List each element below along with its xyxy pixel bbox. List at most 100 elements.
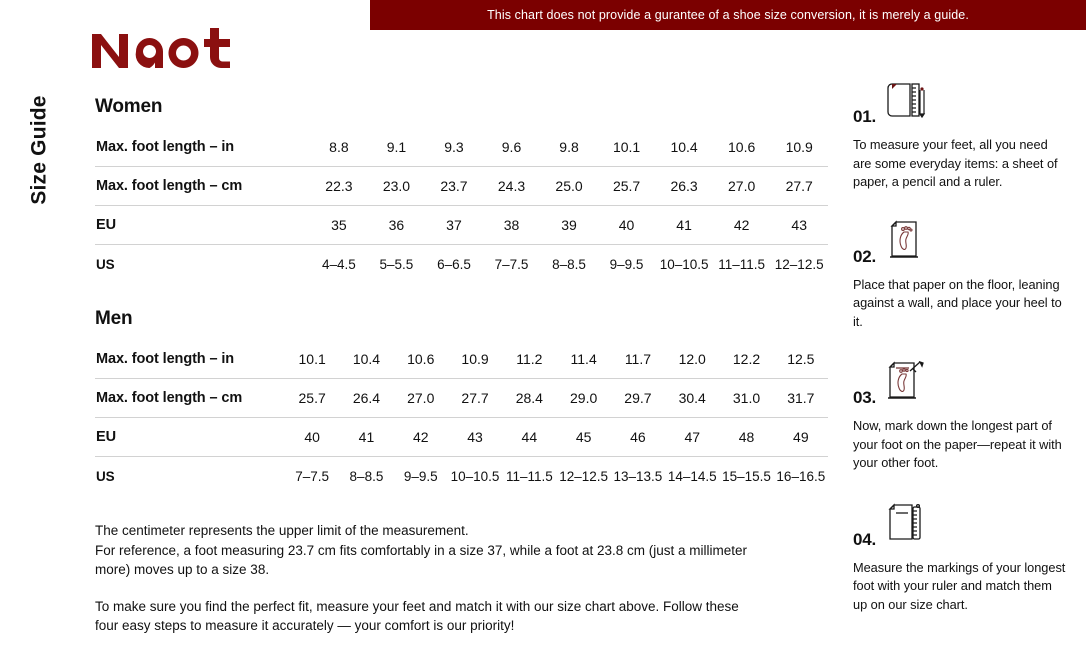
table-cell: 10.9 bbox=[461, 351, 489, 367]
table-row: Max. foot length – in 8.8 9.1 9.3 9.6 9.… bbox=[95, 128, 828, 167]
foot-marking-pencil-icon bbox=[880, 357, 932, 409]
step-1-number: 01. bbox=[853, 107, 877, 126]
table-cell: 49 bbox=[773, 417, 828, 457]
table-cell: 8–8.5 bbox=[540, 244, 598, 283]
step-4-text: Measure the markings of your longest foo… bbox=[853, 559, 1066, 613]
table-cell: 12.5 bbox=[787, 351, 815, 367]
table-cell: 10.4 bbox=[352, 351, 381, 367]
table-cell: 27.0 bbox=[393, 378, 448, 418]
table-cell: 36 bbox=[367, 205, 426, 245]
men-size-section: Men Max. foot length – in 10.1 10.4 10.6… bbox=[95, 308, 835, 495]
step-1-header: 01. bbox=[853, 76, 1068, 128]
step-3-text: Now, mark down the longest part of your … bbox=[853, 418, 1062, 471]
table-cell: 10.4 bbox=[670, 139, 698, 155]
table-cell: 9.6 bbox=[501, 139, 522, 155]
table-cell: 41 bbox=[339, 417, 394, 457]
table-cell: 15–15.5 bbox=[719, 456, 774, 495]
table-cell: 42 bbox=[712, 205, 771, 245]
table-cell: 43 bbox=[770, 205, 828, 245]
women-size-table: Max. foot length – in 8.8 9.1 9.3 9.6 9.… bbox=[95, 128, 828, 283]
table-cell: 29.0 bbox=[556, 378, 611, 418]
table-cell: 9–9.5 bbox=[597, 244, 656, 283]
disclaimer-banner: This chart does not provide a gurantee o… bbox=[370, 0, 1086, 30]
table-cell: 4–4.5 bbox=[310, 244, 368, 283]
size-chart-content: Women Max. foot length – in 8.8 9.1 9.3 … bbox=[95, 96, 835, 636]
women-size-section: Women Max. foot length – in 8.8 9.1 9.3 … bbox=[95, 96, 835, 283]
table-cell: 11–11.5 bbox=[712, 244, 771, 283]
table-cell: 44 bbox=[502, 417, 557, 457]
table-cell: 26.3 bbox=[655, 166, 713, 206]
table-cell: 47 bbox=[665, 417, 720, 457]
table-cell: 27.0 bbox=[712, 166, 771, 206]
measuring-steps-column: 01. To measure your feet, all you nee bbox=[853, 76, 1068, 634]
table-row: US 7–7.5 8–8.5 9–9.5 10–10.5 11–11.5 12–… bbox=[95, 456, 828, 495]
footnote-line-2: For reference, a foot measuring 23.7 cm … bbox=[95, 542, 748, 578]
table-row: Max. foot length – cm 22.3 23.0 23.7 24.… bbox=[95, 166, 828, 206]
table-cell: 27.7 bbox=[447, 378, 503, 418]
step-3-number: 03. bbox=[853, 388, 877, 408]
table-cell: 26.4 bbox=[339, 378, 394, 418]
step-1-text: To measure your feet, all you need are s… bbox=[853, 137, 1058, 190]
table-row: EU 40 41 42 43 44 45 46 47 48 49 bbox=[95, 417, 828, 457]
men-section-title: Men bbox=[95, 308, 133, 329]
naot-logo bbox=[88, 24, 248, 76]
table-row: Max. foot length – in 10.1 10.4 10.6 10.… bbox=[95, 340, 828, 379]
step-item-4: 04. Measure the markings of your longest… bbox=[853, 499, 1068, 615]
table-row: US 4–4.5 5–5.5 6–6.5 7–7.5 8–8.5 9–9.5 1… bbox=[95, 244, 828, 283]
step-2-text: Place that paper on the floor, leaning a… bbox=[853, 276, 1062, 329]
row-label: Max. foot length – cm bbox=[95, 378, 285, 418]
table-cell: 43 bbox=[447, 417, 503, 457]
table-cell: 11.7 bbox=[624, 351, 652, 367]
table-cell: 10.1 bbox=[298, 351, 326, 367]
step-4-number: 04. bbox=[853, 529, 877, 549]
footnote-line-3: To make sure you find the perfect fit, m… bbox=[95, 598, 739, 634]
table-row: EU 35 36 37 38 39 40 41 42 43 bbox=[95, 205, 828, 245]
table-cell: 25.0 bbox=[540, 166, 598, 206]
size-guide-vertical-title-text: Size Guide bbox=[28, 95, 52, 205]
paper-ruler-measure-icon bbox=[880, 499, 932, 551]
foot-on-paper-icon bbox=[880, 216, 932, 268]
table-cell: 42 bbox=[393, 417, 448, 457]
table-cell: 16–16.5 bbox=[773, 456, 828, 495]
table-cell: 10.9 bbox=[785, 139, 813, 155]
table-cell: 11.2 bbox=[516, 351, 543, 367]
table-cell: 38 bbox=[482, 205, 541, 245]
table-cell: 23.7 bbox=[425, 166, 483, 206]
table-cell: 37 bbox=[425, 205, 483, 245]
step-4-header: 04. bbox=[853, 499, 1068, 551]
row-label: US bbox=[95, 244, 311, 283]
step-3-header: 03. bbox=[853, 357, 1068, 409]
size-guide-vertical-title: Size Guide bbox=[0, 78, 80, 268]
men-size-table: Max. foot length – in 10.1 10.4 10.6 10.… bbox=[95, 340, 828, 495]
table-cell: 25.7 bbox=[285, 378, 340, 418]
row-label: Max. foot length – in bbox=[96, 139, 235, 155]
table-cell: 10.1 bbox=[612, 139, 641, 155]
step-item-1: 01. To measure your feet, all you nee bbox=[853, 76, 1068, 192]
table-cell: 45 bbox=[556, 417, 611, 457]
table-cell: 30.4 bbox=[665, 378, 720, 418]
table-cell: 10.6 bbox=[407, 351, 435, 367]
row-label: EU bbox=[95, 205, 311, 245]
table-cell: 5–5.5 bbox=[367, 244, 426, 283]
women-section-title: Women bbox=[95, 96, 163, 117]
step-2-header: 02. bbox=[853, 216, 1068, 268]
table-cell: 10–10.5 bbox=[447, 456, 503, 495]
table-cell: 46 bbox=[610, 417, 666, 457]
footnote-line-1: The centimeter represents the upper limi… bbox=[95, 523, 469, 538]
table-cell: 9.1 bbox=[386, 139, 407, 155]
table-cell: 41 bbox=[655, 205, 713, 245]
row-label: Max. foot length – in bbox=[96, 351, 235, 367]
footnotes: The centimeter represents the upper limi… bbox=[95, 521, 755, 636]
table-cell: 12–12.5 bbox=[770, 244, 828, 283]
table-cell: 9.3 bbox=[444, 139, 464, 155]
table-cell: 29.7 bbox=[610, 378, 666, 418]
table-cell: 27.7 bbox=[770, 166, 828, 206]
table-cell: 11–11.5 bbox=[502, 456, 557, 495]
table-cell: 14–14.5 bbox=[665, 456, 720, 495]
row-label: US bbox=[95, 456, 285, 495]
table-cell: 12–12.5 bbox=[556, 456, 611, 495]
table-cell: 23.0 bbox=[367, 166, 426, 206]
table-cell: 12.0 bbox=[678, 351, 706, 367]
table-cell: 11.4 bbox=[570, 351, 597, 367]
row-label: Max. foot length – cm bbox=[95, 166, 311, 206]
